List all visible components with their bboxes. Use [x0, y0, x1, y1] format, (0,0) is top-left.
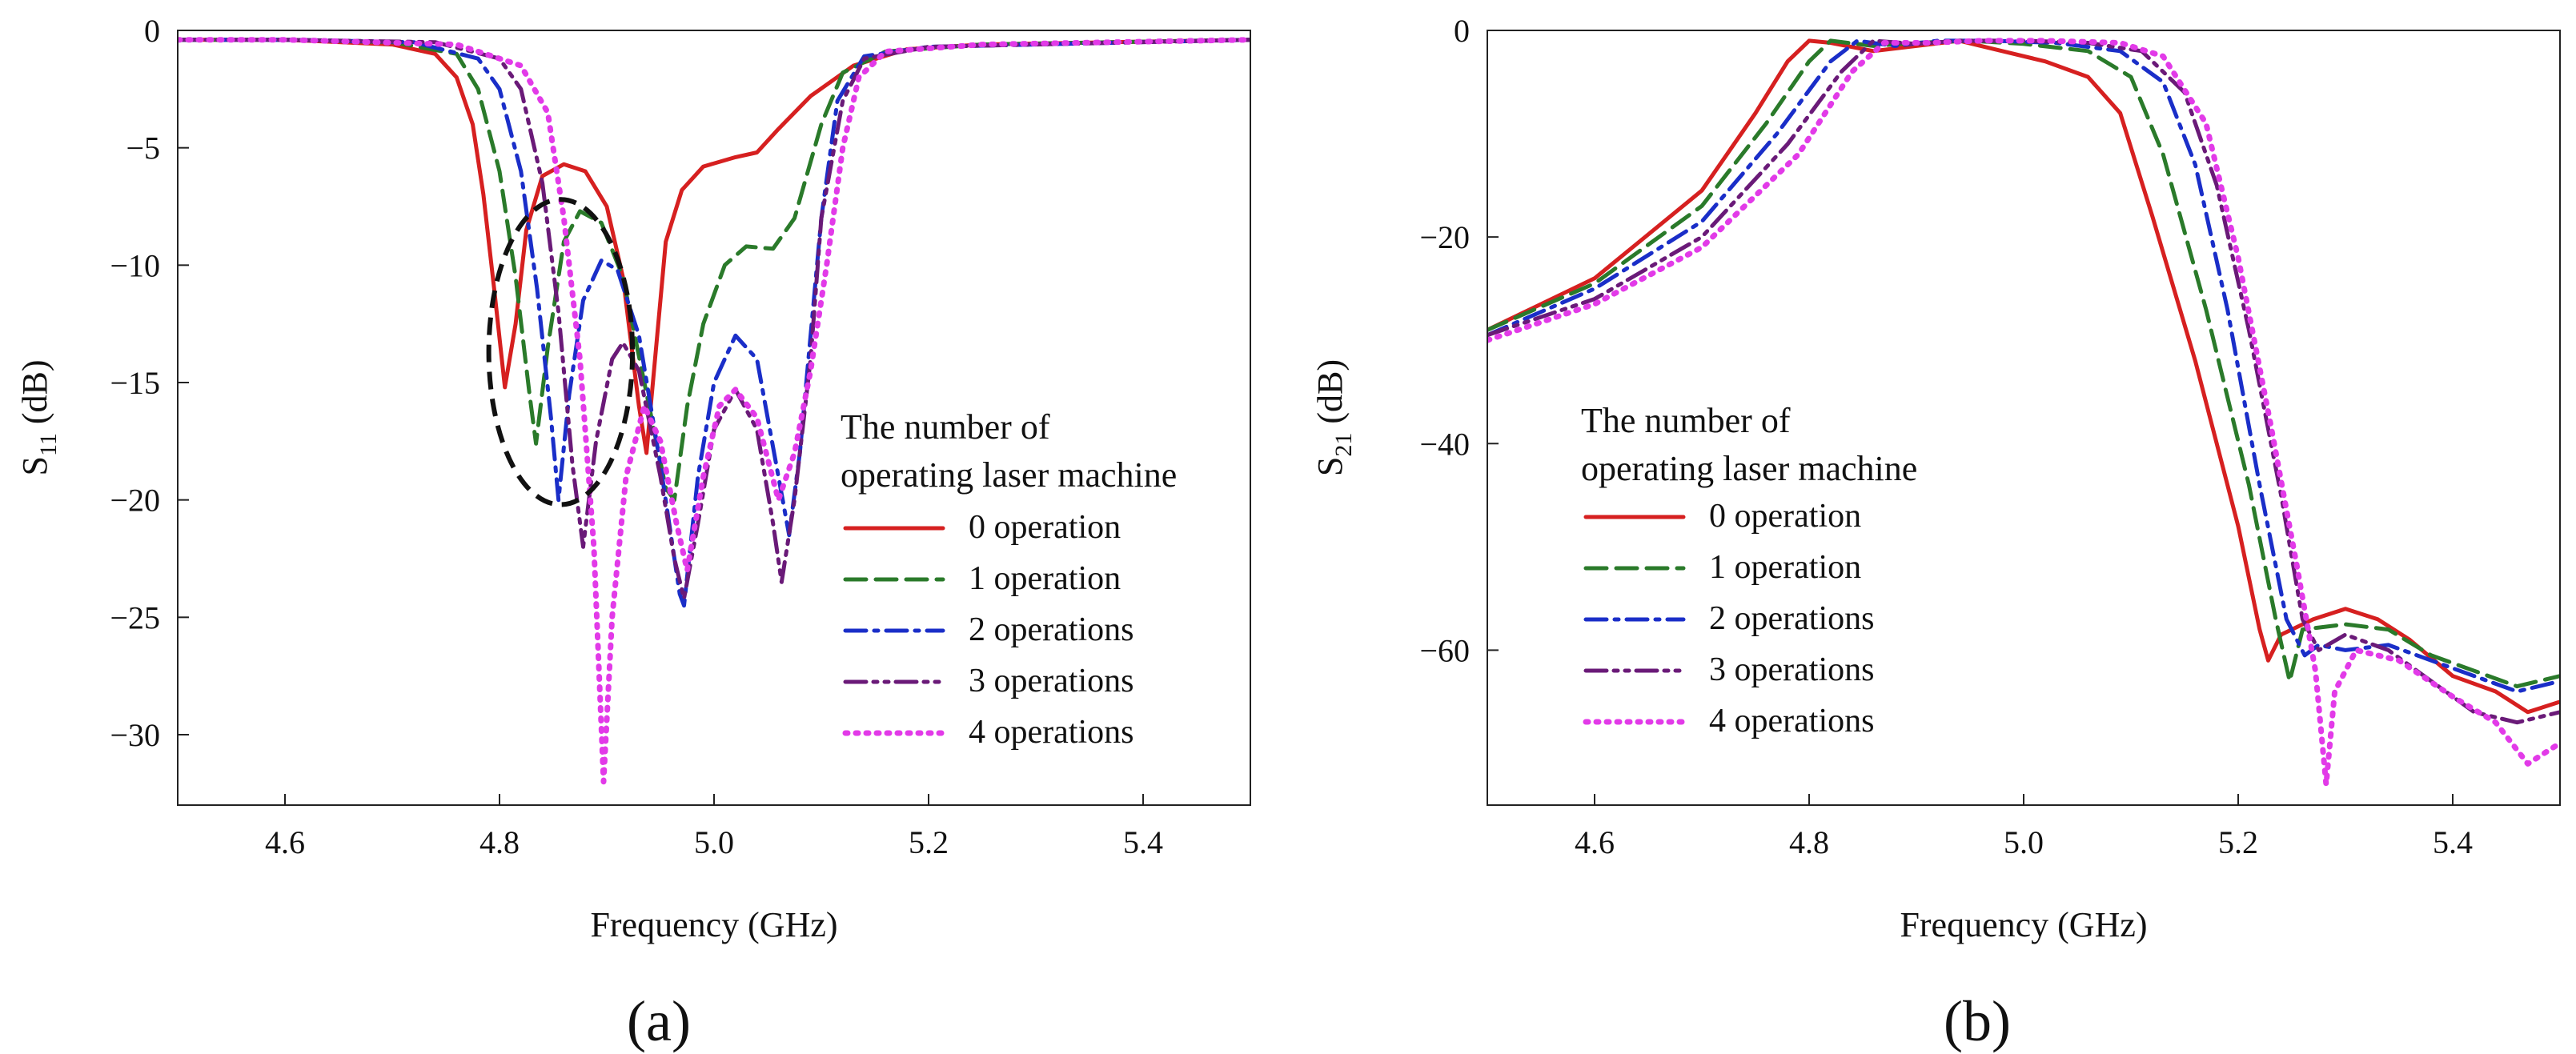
x-tick-label: 5.2 — [2218, 824, 2258, 860]
series-line-4 — [1487, 38, 2560, 787]
legend-label: 3 operations — [969, 663, 1134, 699]
x-tick-label: 4.8 — [479, 824, 520, 860]
y-tick-label: 0 — [1454, 13, 1470, 49]
x-tick-label: 4.8 — [1789, 824, 1829, 860]
series-group — [178, 37, 1250, 785]
legend-label: 2 operations — [969, 611, 1134, 648]
y-tick-label: 0 — [144, 13, 160, 49]
legend-label: 0 operation — [1709, 498, 1861, 535]
series-line-2 — [1487, 38, 2560, 694]
y-tick-label: −15 — [110, 365, 160, 401]
series-line-0 — [178, 38, 1250, 455]
y-tick-label: −20 — [110, 483, 160, 519]
legend-title: The number of — [1581, 401, 1791, 440]
y-tick-label: −30 — [110, 717, 160, 753]
legend-label: 3 operations — [1709, 651, 1874, 688]
annotation-ellipse — [486, 197, 636, 507]
y-tick-label: −40 — [1419, 426, 1470, 462]
y-axis-label: S11 (dB) — [15, 359, 62, 475]
legend-label: 4 operations — [1709, 703, 1874, 739]
series-line-1 — [1487, 38, 2560, 689]
legend-title: The number of — [841, 407, 1050, 447]
y-axis-label: S21 (dB) — [1310, 359, 1357, 476]
legend-label: 2 operations — [1709, 600, 1874, 637]
x-tick-label: 5.2 — [909, 824, 949, 860]
legend-label: 4 operations — [969, 714, 1134, 751]
legend-label: 1 operation — [1709, 549, 1861, 586]
series-line-0 — [1487, 38, 2560, 715]
x-tick-label: 5.4 — [1123, 824, 1163, 860]
panel-label: (a) — [627, 989, 691, 1053]
series-line-1 — [178, 38, 1250, 503]
x-axis-label: Frequency (GHz) — [590, 905, 837, 944]
y-tick-label: −60 — [1419, 632, 1470, 668]
y-tick-label: −10 — [110, 247, 160, 283]
y-tick-label: −5 — [126, 130, 160, 166]
x-tick-label: 5.0 — [2004, 824, 2044, 860]
series-group — [1487, 38, 2560, 787]
panel-a-s11-chart: 4.6 4.8 5.0 5.2 5.4 0 −5 −10 −15 −20 −25 −30 Frequen… — [15, 13, 1251, 1053]
legend-label: 0 operation — [969, 509, 1121, 546]
panel-b-s21-chart: 4.6 4.8 5.0 5.2 5.4 0 −20 −40 −60 Frequency (GHz)… — [1310, 13, 2561, 1053]
x-tick-label: 4.6 — [1575, 824, 1615, 860]
x-tick-label: 5.4 — [2433, 824, 2473, 860]
legend-title: operating laser machine — [1581, 449, 1917, 488]
y-tick-label: −20 — [1419, 219, 1470, 255]
y-tick-label: −25 — [110, 599, 160, 635]
legend-label: 1 operation — [969, 560, 1121, 597]
panel-label: (b) — [1944, 989, 2011, 1053]
x-tick-label: 4.6 — [265, 824, 305, 860]
x-axis-label: Frequency (GHz) — [1900, 905, 2147, 944]
series-line-3 — [178, 38, 1250, 601]
x-tick-label: 5.0 — [694, 824, 734, 860]
legend-title: operating laser machine — [841, 455, 1177, 495]
